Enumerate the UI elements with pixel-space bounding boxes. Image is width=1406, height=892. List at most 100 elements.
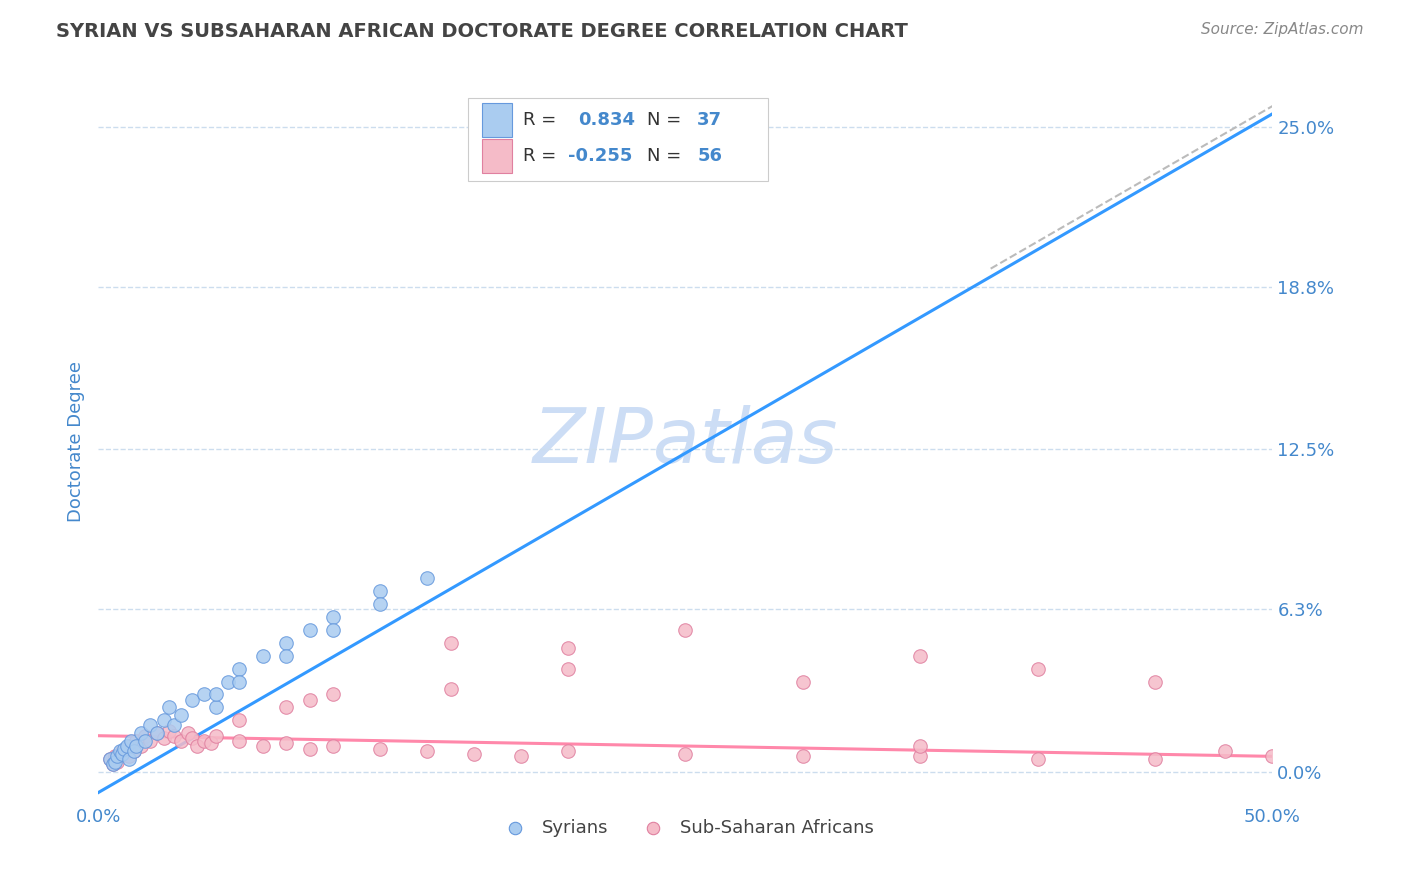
Point — [416, 571, 439, 585]
Point — [276, 636, 298, 650]
Point — [193, 687, 215, 701]
Point — [139, 734, 162, 748]
Point — [129, 726, 152, 740]
Point — [276, 736, 298, 750]
Point — [105, 755, 128, 769]
Point — [908, 648, 931, 663]
Point — [368, 584, 391, 599]
Point — [675, 623, 697, 637]
Point — [205, 700, 228, 714]
Point — [908, 749, 931, 764]
Point — [105, 749, 128, 764]
Point — [153, 731, 176, 746]
Point — [252, 648, 274, 663]
Point — [181, 731, 204, 746]
Point — [146, 726, 169, 740]
Point — [169, 734, 191, 748]
Point — [1379, 223, 1402, 237]
Point — [104, 749, 127, 764]
Point — [1261, 749, 1284, 764]
Point — [193, 734, 215, 748]
Point — [416, 744, 439, 758]
Point — [169, 708, 191, 723]
Point — [115, 739, 138, 753]
Point — [675, 747, 697, 761]
Text: N =: N = — [647, 111, 681, 129]
Point — [162, 729, 184, 743]
Point — [1026, 662, 1049, 676]
Point — [908, 739, 931, 753]
Point — [217, 674, 239, 689]
Point — [439, 636, 461, 650]
Point — [112, 741, 135, 756]
Point — [120, 739, 142, 753]
Point — [1026, 752, 1049, 766]
Text: SYRIAN VS SUBSAHARAN AFRICAN DOCTORATE DEGREE CORRELATION CHART: SYRIAN VS SUBSAHARAN AFRICAN DOCTORATE D… — [56, 22, 908, 41]
Text: 0.834: 0.834 — [579, 111, 636, 129]
Point — [439, 682, 461, 697]
Point — [228, 734, 250, 748]
Point — [118, 749, 141, 764]
Point — [1144, 674, 1167, 689]
Point — [322, 623, 344, 637]
Point — [118, 752, 141, 766]
Point — [162, 718, 184, 732]
Point — [1144, 752, 1167, 766]
Point — [181, 692, 204, 706]
Point — [792, 749, 814, 764]
Point — [510, 749, 533, 764]
Point — [153, 713, 176, 727]
Point — [108, 747, 131, 761]
Point — [176, 726, 198, 740]
Point — [1215, 744, 1237, 758]
Point — [557, 744, 579, 758]
Text: N =: N = — [647, 147, 681, 165]
Point — [322, 687, 344, 701]
FancyBboxPatch shape — [482, 139, 512, 173]
Text: -0.255: -0.255 — [568, 147, 633, 165]
Point — [120, 734, 142, 748]
Point — [139, 718, 162, 732]
Text: Source: ZipAtlas.com: Source: ZipAtlas.com — [1201, 22, 1364, 37]
Point — [792, 674, 814, 689]
Point — [276, 700, 298, 714]
Point — [368, 597, 391, 611]
Point — [125, 734, 148, 748]
Point — [228, 674, 250, 689]
Point — [557, 662, 579, 676]
Point — [104, 755, 127, 769]
Point — [186, 739, 208, 753]
Point — [108, 744, 131, 758]
Point — [368, 741, 391, 756]
FancyBboxPatch shape — [482, 103, 512, 137]
Point — [101, 757, 124, 772]
Point — [129, 739, 152, 753]
Point — [228, 662, 250, 676]
Point — [205, 729, 228, 743]
Point — [146, 726, 169, 740]
Text: 56: 56 — [697, 147, 723, 165]
Point — [122, 744, 145, 758]
Point — [101, 757, 124, 772]
Point — [252, 739, 274, 753]
Point — [98, 752, 121, 766]
Point — [228, 713, 250, 727]
Text: R =: R = — [523, 111, 568, 129]
FancyBboxPatch shape — [468, 98, 768, 181]
Point — [463, 747, 485, 761]
Point — [157, 723, 180, 738]
Point — [134, 734, 156, 748]
Point — [322, 739, 344, 753]
Point — [111, 747, 134, 761]
Point — [557, 640, 579, 655]
Text: R =: R = — [523, 147, 562, 165]
Point — [200, 736, 222, 750]
Point — [115, 741, 138, 756]
Text: ZIPatlas: ZIPatlas — [533, 405, 838, 478]
Y-axis label: Doctorate Degree: Doctorate Degree — [66, 361, 84, 522]
Point — [322, 610, 344, 624]
Point — [157, 700, 180, 714]
Point — [111, 744, 134, 758]
Point — [134, 729, 156, 743]
Point — [205, 687, 228, 701]
